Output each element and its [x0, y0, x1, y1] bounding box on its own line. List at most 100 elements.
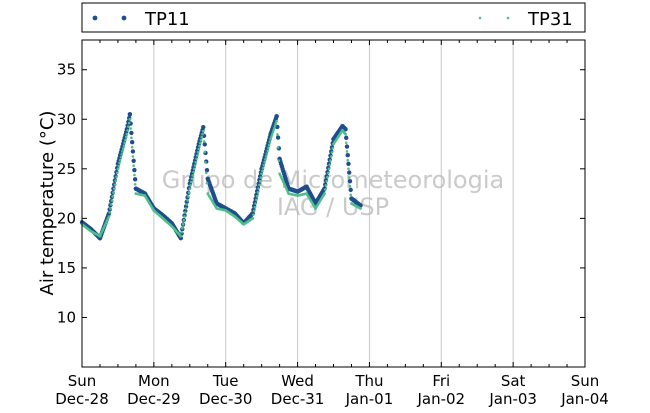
data-point-tp31: [325, 179, 329, 183]
x-tick-label-day: Fri: [432, 372, 450, 390]
x-tick-label-date: Jan-04: [560, 390, 609, 408]
x-tick-label-day: Wed: [281, 372, 314, 390]
data-point-tp31: [323, 192, 326, 195]
data-point-tp31: [109, 207, 112, 210]
data-point-tp31: [326, 175, 329, 179]
watermark-line-1: Grupo de Micrometeorologia: [162, 166, 504, 194]
data-point-tp31: [323, 188, 327, 191]
data-point-tp31: [201, 129, 205, 133]
data-point-tp31: [345, 150, 349, 153]
data-point-tp31: [344, 141, 348, 145]
y-tick-label: 15: [57, 259, 76, 277]
data-point-tp31: [189, 184, 192, 187]
data-point-tp31: [189, 180, 193, 184]
x-tick-label-date: Dec-31: [271, 390, 325, 408]
data-point-tp31: [111, 195, 114, 198]
data-point-tp11: [347, 179, 353, 184]
data-point-tp31: [251, 217, 254, 220]
data-point-tp31: [271, 131, 275, 134]
data-point-tp31: [198, 141, 202, 145]
data-point-tp31: [329, 155, 333, 158]
data-point-tp31: [262, 163, 266, 167]
data-point-tp31: [270, 133, 274, 136]
data-point-tp11: [201, 125, 206, 130]
data-point-tp31: [123, 141, 126, 145]
legend-marker-tp31-a: [478, 16, 482, 20]
data-point-tp31: [268, 140, 272, 144]
data-point-tp31: [270, 135, 273, 139]
data-point-tp11: [343, 126, 348, 132]
data-point-tp31: [113, 183, 117, 186]
data-point-tp31: [273, 126, 276, 130]
data-point-tp31: [122, 144, 126, 147]
data-point-tp31: [115, 171, 119, 175]
data-point-tp31: [190, 177, 194, 181]
data-point-tp31: [196, 151, 200, 154]
data-point-tp31: [266, 149, 269, 152]
data-point-tp31: [184, 207, 188, 210]
data-point-tp31: [192, 170, 195, 174]
data-point-tp31: [255, 198, 258, 202]
data-point-tp31: [276, 133, 279, 136]
data-point-tp31: [264, 155, 268, 158]
data-point-tp31: [261, 169, 264, 173]
data-point-tp31: [181, 223, 185, 226]
data-point-tp31: [186, 195, 190, 198]
data-point-tp31: [132, 164, 135, 168]
x-tick-label-day: Tue: [212, 372, 239, 390]
x-tick-label-day: Sun: [68, 372, 97, 390]
data-point-tp11: [129, 139, 135, 145]
data-point-tp31: [273, 124, 277, 128]
data-point-tp31: [125, 132, 129, 136]
data-point-tp31: [179, 234, 183, 238]
data-point-tp31: [108, 211, 111, 214]
data-point-tp31: [195, 154, 199, 157]
data-point-tp11: [131, 158, 136, 163]
data-point-tp31: [264, 158, 267, 161]
data-point-tp31: [330, 151, 334, 154]
data-point-tp31: [199, 138, 203, 142]
legend-marker-tp11-a: [92, 15, 98, 21]
grid-layer: [153, 40, 514, 367]
data-point-tp31: [276, 146, 280, 149]
data-point-tp11: [345, 152, 350, 158]
data-point-tp31: [117, 164, 120, 168]
data-point-tp31: [258, 183, 261, 187]
data-point-tp31: [272, 128, 275, 132]
data-point-tp31: [194, 160, 198, 164]
data-point-tp31: [346, 158, 350, 162]
data-point-tp31: [193, 164, 197, 167]
data-point-tp31: [126, 129, 129, 132]
data-point-tp31: [252, 213, 255, 216]
data-point-tp31: [121, 150, 124, 153]
data-point-tp31: [110, 199, 114, 202]
axis-layer: SunDec-28MonDec-29TueDec-30WedDec-31ThuJ…: [55, 40, 609, 408]
legend-box: [81, 2, 586, 33]
x-tick-label-date: Jan-02: [416, 390, 465, 408]
data-point-tp11: [204, 167, 210, 173]
legend-marker-tp31-b: [506, 16, 510, 20]
data-point-tp11: [129, 130, 134, 136]
data-point-tp31: [129, 127, 132, 130]
data-point-tp31: [275, 119, 278, 123]
data-point-tp31: [128, 117, 132, 121]
data-point-tp31: [112, 191, 115, 194]
data-point-tp31: [260, 172, 263, 176]
data-point-tp31: [263, 160, 266, 164]
data-point-tp31: [183, 211, 187, 214]
data-point-tp31: [131, 155, 135, 158]
data-point-tp11: [347, 170, 352, 175]
data-point-tp31: [349, 193, 353, 197]
watermark: Grupo de Micrometeorologia IAG / USP: [162, 166, 504, 221]
data-point-tp11: [344, 144, 350, 149]
data-point-tp31: [130, 145, 134, 149]
data-point-tp31: [347, 176, 351, 179]
data-point-tp31: [253, 205, 257, 209]
data-point-tp31: [257, 187, 260, 190]
data-point-tp31: [277, 159, 281, 162]
data-point-tp31: [127, 125, 130, 128]
data-point-tp31: [124, 135, 128, 139]
data-point-tp31: [185, 203, 189, 206]
data-point-tp31: [204, 161, 207, 164]
data-point-tp31: [258, 179, 262, 183]
